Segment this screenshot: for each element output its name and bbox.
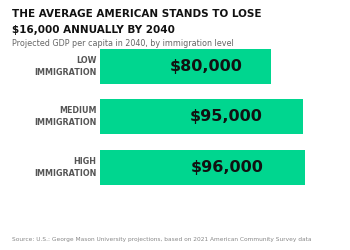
FancyBboxPatch shape [100, 99, 303, 134]
Text: Projected GDP per capita in 2040, by immigration level: Projected GDP per capita in 2040, by imm… [12, 39, 234, 48]
Text: $96,000: $96,000 [191, 160, 264, 175]
FancyBboxPatch shape [100, 49, 271, 84]
Text: $80,000: $80,000 [169, 59, 242, 74]
FancyBboxPatch shape [100, 150, 305, 185]
Text: $16,000 ANNUALLY BY 2040: $16,000 ANNUALLY BY 2040 [12, 25, 175, 35]
Text: Source: U.S.: George Mason University projections, based on 2021 American Commun: Source: U.S.: George Mason University pr… [12, 238, 312, 242]
Text: HIGH
IMMIGRATION: HIGH IMMIGRATION [34, 157, 96, 178]
Text: LOW
IMMIGRATION: LOW IMMIGRATION [34, 56, 96, 77]
Text: $95,000: $95,000 [189, 109, 262, 124]
Text: THE AVERAGE AMERICAN STANDS TO LOSE: THE AVERAGE AMERICAN STANDS TO LOSE [12, 9, 262, 19]
Text: MEDIUM
IMMIGRATION: MEDIUM IMMIGRATION [34, 106, 96, 127]
